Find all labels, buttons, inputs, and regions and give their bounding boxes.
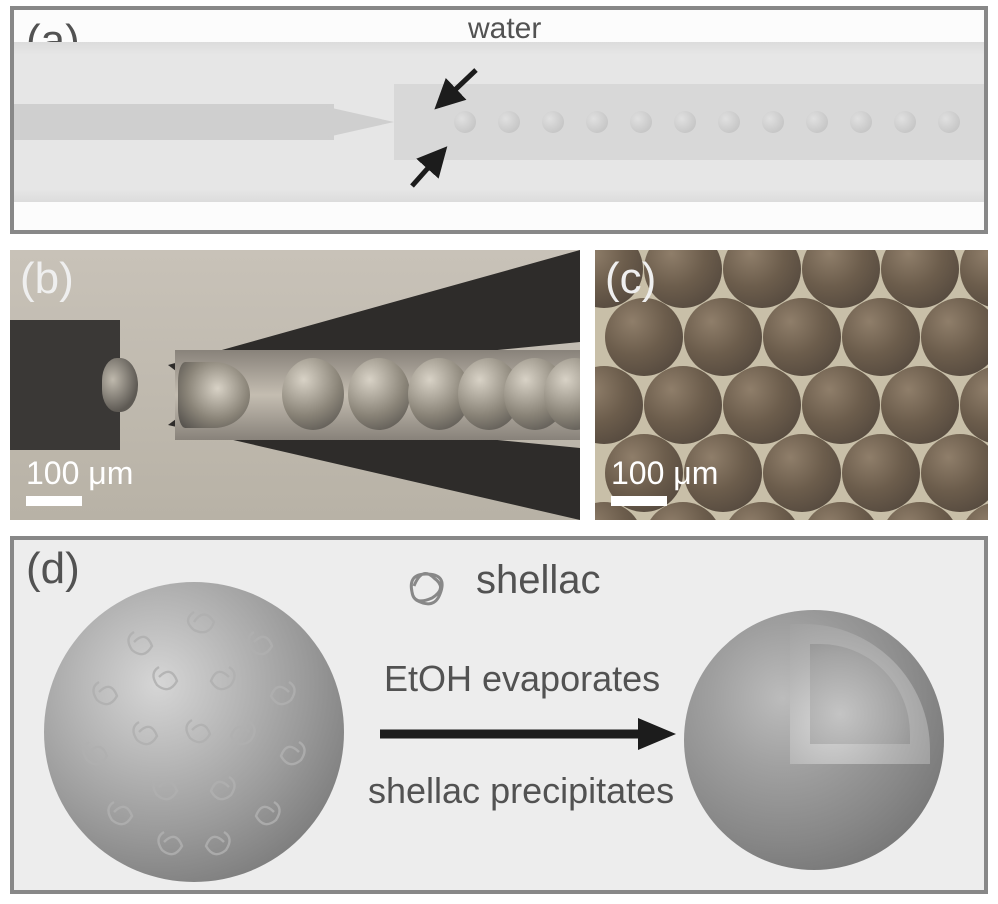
scalebar-b-text: 100 μm <box>26 455 133 491</box>
injection-tip <box>10 320 120 450</box>
sphere-surface <box>44 582 344 882</box>
microsphere <box>960 366 988 444</box>
shellac-label: shellac <box>476 558 601 603</box>
panel-c-micrograph: (c) 100 μm <box>595 250 988 520</box>
scalebar-c-text: 100 μm <box>611 455 718 491</box>
panel-c-label: (c) <box>605 254 656 304</box>
microsphere <box>644 366 722 444</box>
panel-a-arrows <box>14 10 984 230</box>
panel-b-label: (b) <box>20 254 74 304</box>
figure-multipanel: (a) water <box>0 0 998 904</box>
forming-droplet <box>178 362 250 428</box>
microsphere <box>881 366 959 444</box>
shellac-icon <box>394 556 464 611</box>
droplet-with-shellac-sphere <box>44 582 344 882</box>
scalebar-c-line <box>611 496 667 506</box>
microsphere <box>842 434 920 512</box>
panel-a-schematic: (a) water <box>10 6 988 234</box>
core-shell-particle <box>684 610 944 870</box>
process-text-bottom: shellac precipitates <box>368 770 674 812</box>
microsphere <box>842 298 920 376</box>
microsphere <box>723 366 801 444</box>
scalebar-b-line <box>26 496 82 506</box>
panel-b-micrograph: (b) 100 μm <box>10 250 580 520</box>
microsphere <box>684 298 762 376</box>
scalebar-b: 100 μm <box>26 455 133 506</box>
process-arrow <box>376 712 676 756</box>
microsphere <box>763 434 841 512</box>
droplet <box>282 358 344 430</box>
microsphere <box>921 434 988 512</box>
panel-d-schematic: (d) <box>10 536 988 894</box>
microsphere <box>763 298 841 376</box>
microsphere <box>802 366 880 444</box>
process-text-top: EtOH evaporates <box>384 658 660 700</box>
droplet <box>348 358 410 430</box>
microsphere <box>595 366 643 444</box>
microsphere <box>605 298 683 376</box>
microsphere <box>921 298 988 376</box>
scalebar-c: 100 μm <box>611 455 718 506</box>
